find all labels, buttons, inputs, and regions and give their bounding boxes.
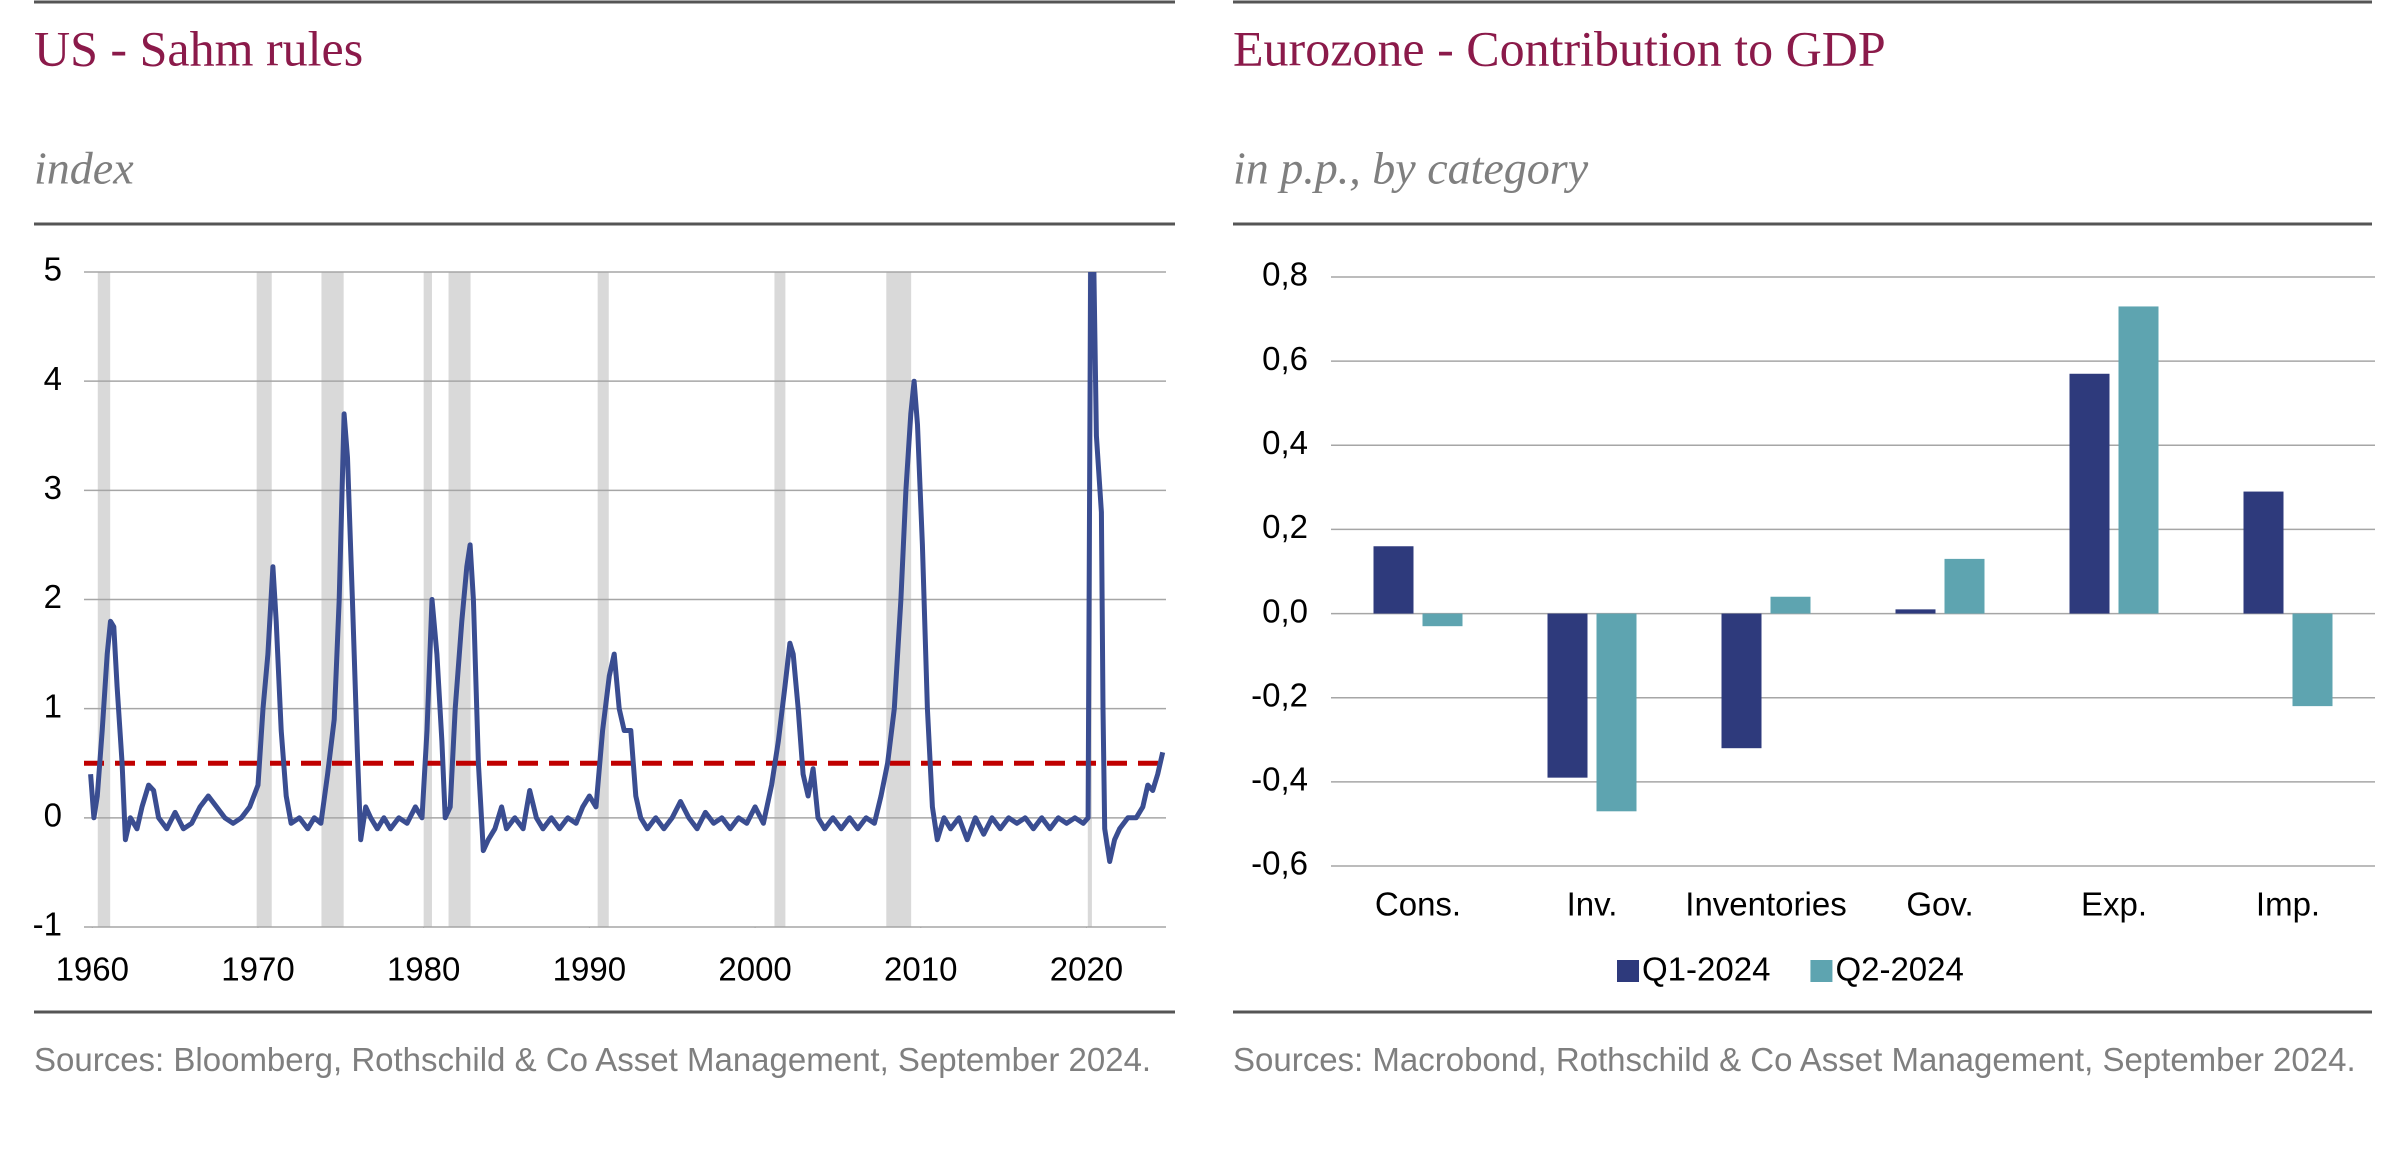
bar [1721,613,1762,749]
bar [2118,306,2159,614]
y-tick-label: 0,0 [1262,592,1308,629]
legend-swatch [1617,960,1639,982]
x-tick-label: Cons. [1375,886,1461,923]
series-line [88,272,1166,864]
source: Sources: Macrobond, Rothschild & Co Asse… [1233,1041,2356,1078]
y-tick-label: 0,6 [1262,340,1308,377]
y-tick-label: -0,6 [1251,845,1308,882]
chart-title: US - Sahm rules [34,20,363,76]
x-tick-label: Exp. [2081,886,2147,923]
bar [1422,613,1463,627]
x-tick-label: Gov. [1906,886,1973,923]
y-tick-label: -0,4 [1251,761,1308,798]
source-line: Sources: Bloomberg, Rothschild & Co Asse… [34,1041,1151,1078]
x-tick-label: Inventories [1685,886,1846,923]
bar [1596,613,1637,812]
x-tick-label: 2020 [1050,951,1123,988]
y-tick-label: -0,2 [1251,676,1308,713]
y-tick-label: 3 [44,469,62,506]
bar [1895,609,1936,614]
x-tick-label: 1990 [553,951,626,988]
legend-swatch [1810,960,1833,982]
y-tick-label: 0,4 [1262,424,1308,461]
source: Sources: Bloomberg, Rothschild & Co Asse… [34,1041,1151,1078]
y-tick-label: -1 [33,906,62,943]
source-line: Sources: Macrobond, Rothschild & Co Asse… [1233,1041,2356,1078]
bar [2243,491,2284,614]
legend-label: Q2-2024 [1835,951,1963,988]
chart-title: Eurozone - Contribution to GDP [1233,20,1886,76]
y-tick-label: 0 [44,797,62,834]
y-tick-label: 4 [44,360,62,397]
bar [1770,596,1811,614]
x-tick-label: 1970 [221,951,294,988]
chart-subtitle: index [34,143,134,194]
x-tick-label: 2010 [884,951,957,988]
y-tick-label: 5 [44,251,62,288]
bar [1547,613,1588,778]
x-tick-label: 1960 [56,951,129,988]
x-tick-label: 2000 [718,951,791,988]
y-tick-label: 1 [44,687,62,724]
x-tick-label: Inv. [1567,886,1618,923]
bar [2292,613,2333,707]
bar [1373,546,1414,614]
y-tick-label: 0,2 [1262,508,1308,545]
x-tick-label: Imp. [2256,886,2320,923]
bar [1944,558,1985,614]
x-tick-label: 1980 [387,951,460,988]
y-tick-label: 2 [44,578,62,615]
chart-subtitle: in p.p., by category [1233,143,1589,194]
y-tick-label: 0,8 [1262,256,1308,293]
legend-label: Q1-2024 [1642,951,1770,988]
bar [2069,373,2110,614]
